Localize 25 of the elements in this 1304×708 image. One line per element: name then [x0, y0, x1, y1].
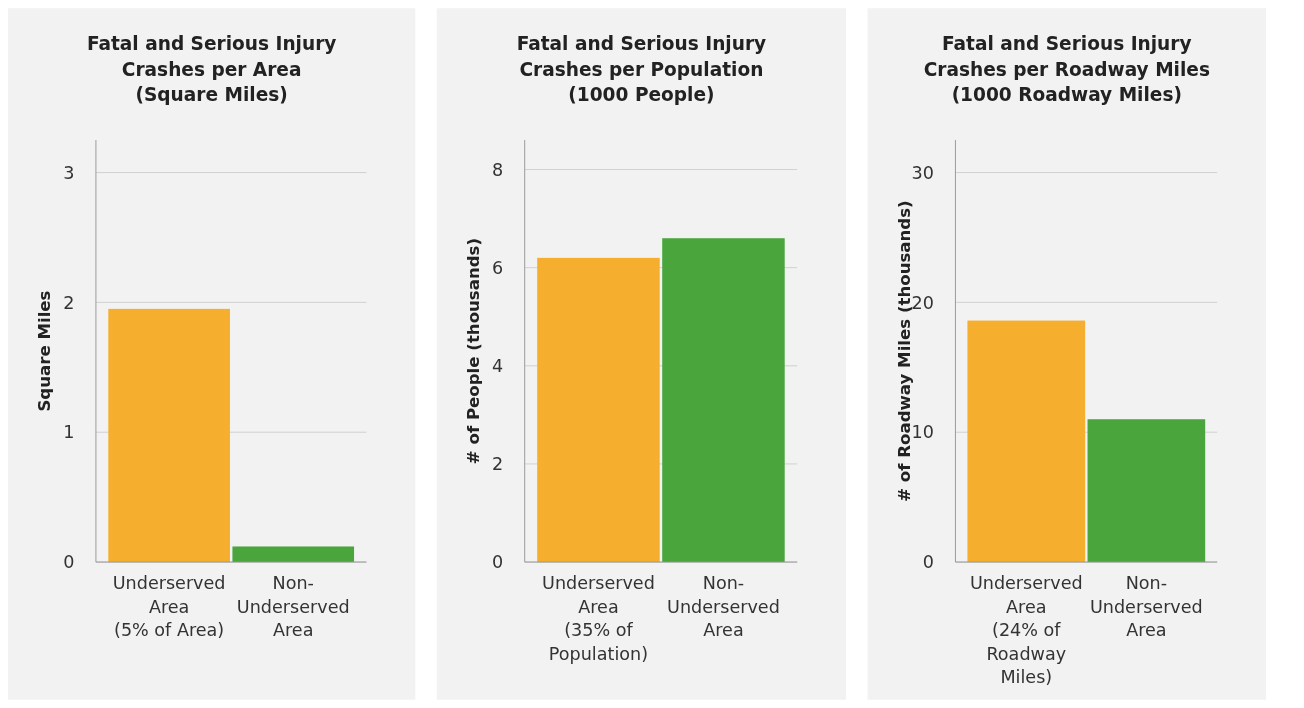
y-tick-label: 6 [492, 257, 504, 278]
y-tick-label: 20 [911, 292, 934, 313]
x-tick-label: Underserved Area (5% of Area) [112, 573, 226, 641]
y-tick-label: 1 [63, 422, 75, 443]
y-tick-label: 8 [492, 159, 504, 180]
y-tick-label: 0 [922, 552, 934, 573]
y-tick-label: 10 [911, 422, 934, 443]
chart-title: Fatal and Serious Injury Crashes per Roadway Miles (1000 Roadway Miles) [923, 33, 1210, 106]
y-axis-title: # of People (thousands) [463, 237, 483, 465]
x-tick-label: Underserved Area (24% of Roadway Miles) [969, 573, 1083, 688]
x-tick-label: Non- Underserved Area [236, 573, 350, 641]
chart-title: Fatal and Serious Injury Crashes per Population (1000 People) [516, 33, 767, 106]
x-tick-label: Non- Underserved Area [1089, 573, 1203, 641]
x-tick-label: Underserved Area (35% of Population) [542, 573, 655, 664]
y-tick-label: 0 [63, 552, 75, 573]
y-tick-label: 2 [492, 454, 504, 475]
y-tick-label: 4 [492, 355, 504, 376]
y-tick-label: 2 [63, 292, 75, 313]
y-tick-label: 0 [492, 552, 504, 573]
y-axis-title: # of Roadway Miles (thousands) [894, 200, 914, 502]
y-tick-label: 3 [63, 162, 75, 183]
y-axis-title: Square Miles [35, 290, 54, 412]
x-tick-label: Non- Underserved Area [667, 573, 780, 641]
y-tick-label: 30 [911, 162, 934, 183]
chart-title: Fatal and Serious Injury Crashes per Area (Square Miles) [86, 33, 337, 106]
